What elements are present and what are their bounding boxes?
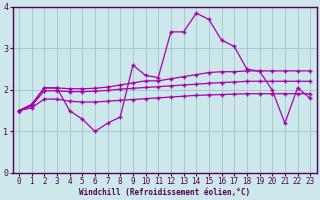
X-axis label: Windchill (Refroidissement éolien,°C): Windchill (Refroidissement éolien,°C): [79, 188, 250, 197]
